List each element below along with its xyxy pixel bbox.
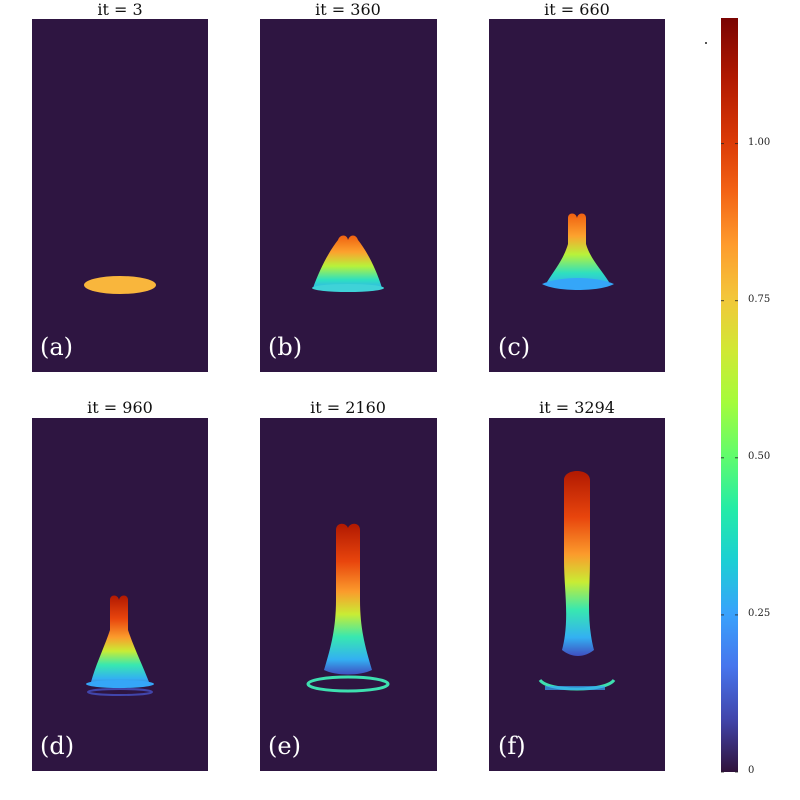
plume-ring (306, 675, 390, 693)
panel-e (260, 418, 437, 771)
panel-title-c: it = 660 (544, 0, 610, 19)
panel-d (32, 418, 208, 771)
colorbar-tick-label: 0.50 (748, 450, 771, 462)
plume-base (312, 284, 384, 292)
panel-title-a: it = 3 (97, 0, 143, 19)
panel-label-f: (f) (498, 732, 526, 760)
panel-label-e: (e) (268, 732, 301, 760)
panel-b (260, 19, 437, 372)
panel-label-c: (c) (498, 333, 531, 361)
plume-base (542, 278, 614, 290)
stray-dot (705, 42, 707, 44)
panel-label-a: (a) (40, 333, 74, 361)
plume-debris (545, 686, 605, 690)
plume-shape (91, 595, 149, 688)
colorbar-tick-label: 0 (748, 765, 755, 776)
colorbar (721, 18, 738, 772)
colorbar-ticks (721, 143, 738, 773)
colorbar-tick-label: 0.75 (748, 293, 771, 305)
plume-ring (87, 688, 153, 696)
colorbar-tick-label: 1.00 (748, 136, 771, 148)
panel-title-e: it = 2160 (310, 398, 386, 417)
panel-a (32, 19, 208, 372)
plume-shape (547, 213, 609, 288)
panel-title-f: it = 3294 (539, 398, 615, 417)
panel-label-d: (d) (40, 732, 75, 760)
panel-label-b: (b) (268, 333, 303, 361)
plume-shape (562, 471, 594, 656)
panel-title-d: it = 960 (87, 398, 153, 417)
colorbar-tick-label: 0.25 (748, 607, 771, 619)
panel-c (489, 19, 665, 372)
droplet-blob (84, 276, 156, 294)
panel-f (489, 418, 665, 771)
plume-shape (324, 523, 372, 675)
plume-shape (313, 235, 382, 291)
plume-base (86, 680, 154, 688)
panel-title-b: it = 360 (315, 0, 381, 19)
